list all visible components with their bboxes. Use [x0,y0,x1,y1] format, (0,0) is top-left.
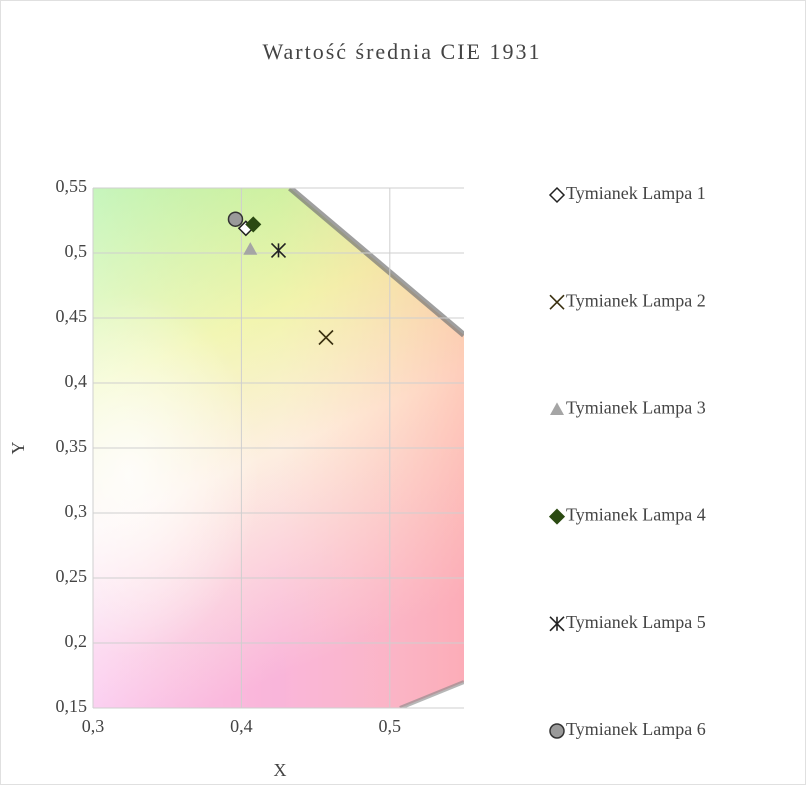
y-tick-label: 0,25 [56,566,88,586]
legend-marker [550,402,564,415]
y-tick-label: 0,55 [56,176,88,196]
legend-label: Tymianek Lampa 1 [566,183,706,203]
marker [245,216,262,233]
marker [227,211,244,227]
marker [318,329,334,346]
y-tick-label: 0,5 [65,241,88,261]
legend-label: Tymianek Lampa 6 [566,719,706,739]
legend-label: Tymianek Lampa 4 [566,505,706,525]
x-tick-label: 0,3 [82,716,105,736]
legend-label: Tymianek Lampa 2 [566,290,706,310]
legend-marker [549,723,565,739]
legend-marker [549,616,565,632]
x-tick-label: 0,5 [379,716,402,736]
y-tick-label: 0,2 [65,631,88,651]
marker [270,242,287,258]
marker [243,242,258,255]
legend-marker [549,294,565,310]
y-tick-label: 0,15 [56,696,88,716]
y-tick-label: 0,35 [56,436,88,456]
y-tick-label: 0,3 [65,501,88,521]
chart-title: Wartość średnia CIE 1931 [263,39,542,64]
y-axis-title: Y [8,442,28,455]
y-tick-label: 0,45 [56,306,88,326]
legend-marker [548,186,566,204]
legend-label: Tymianek Lampa 3 [566,398,706,418]
x-tick-label: 0,4 [230,716,253,736]
x-axis-title: X [274,760,287,780]
legend-label: Tymianek Lampa 5 [566,612,706,632]
y-tick-label: 0,4 [65,371,88,391]
legend-marker [548,508,566,525]
